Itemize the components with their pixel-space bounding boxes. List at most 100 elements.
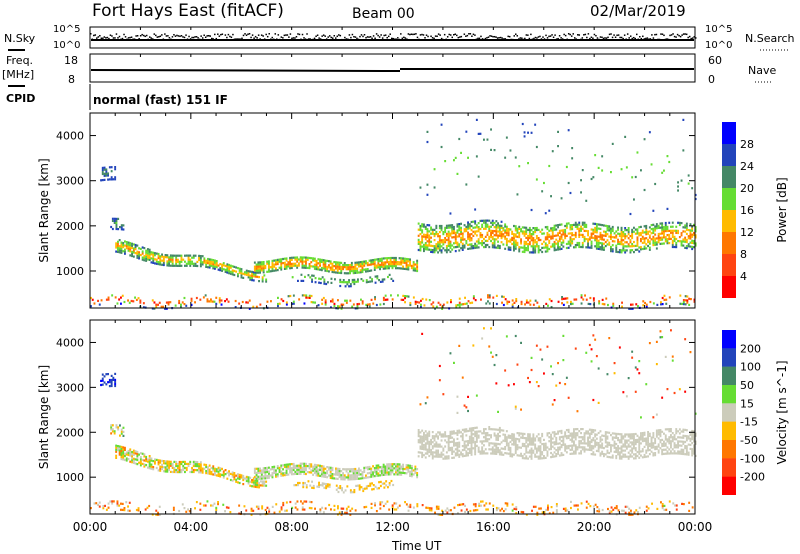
data-cell: [98, 303, 101, 306]
data-cell: [258, 280, 260, 283]
data-cell: [205, 472, 208, 475]
data-cell: [509, 440, 512, 443]
data-cell: [320, 469, 323, 472]
data-cell: [280, 466, 283, 469]
noise-point: [368, 36, 370, 38]
data-cell: [578, 446, 581, 449]
data-cell: [530, 447, 533, 450]
data-cell: [631, 249, 634, 252]
data-cell: [273, 469, 276, 472]
data-cell: [370, 298, 373, 301]
data-cell: [541, 246, 544, 249]
data-cell: [656, 303, 659, 306]
freq-series: [90, 69, 401, 72]
data-cell: [565, 246, 568, 250]
data-cell: [431, 457, 434, 460]
data-cell: [319, 277, 322, 281]
data-cell: [292, 262, 295, 265]
data-cell: [259, 265, 261, 268]
data-cell: [129, 246, 132, 249]
data-cell: [445, 224, 448, 227]
data-cell: [460, 228, 462, 231]
data-cell: [634, 248, 637, 251]
data-cell: [481, 235, 484, 239]
data-cell: [194, 460, 197, 464]
data-cell: [668, 436, 671, 439]
data-cell: [461, 453, 464, 456]
data-cell: [521, 250, 524, 253]
data-cell: [367, 280, 370, 283]
data-cell: [445, 226, 448, 229]
data-cell: [472, 441, 475, 444]
data-cell: [428, 440, 431, 443]
data-cell: [171, 470, 174, 474]
data-cell: [562, 229, 565, 232]
data-cell: [402, 298, 405, 301]
data-cell: [505, 244, 508, 247]
data-cell: [120, 247, 123, 250]
data-cell: [308, 296, 311, 299]
data-cell: [433, 232, 436, 236]
data-cell: [664, 452, 667, 455]
data-cell: [539, 449, 542, 452]
noise-point: [138, 38, 140, 40]
y-tick-label: 2000: [56, 220, 84, 233]
data-cell: [558, 448, 561, 451]
noise-point: [174, 35, 177, 37]
data-cell: [379, 280, 382, 283]
data-cell: [305, 468, 307, 472]
data-cell: [240, 274, 243, 277]
data-cell: [347, 478, 350, 481]
data-cell: [229, 272, 232, 275]
data-cell: [290, 471, 293, 474]
data-cell: [601, 446, 604, 449]
data-cell: [426, 230, 429, 233]
data-cell: [132, 451, 135, 454]
data-cell: [468, 429, 471, 432]
data-cell: [497, 442, 499, 446]
noise-point: [324, 35, 326, 37]
data-cell: [657, 237, 660, 240]
noise-point: [277, 34, 280, 36]
data-cell: [687, 174, 690, 177]
data-cell: [504, 452, 507, 455]
data-cell: [424, 436, 427, 439]
data-cell: [611, 432, 614, 435]
data-cell: [590, 177, 593, 181]
data-cell: [392, 483, 395, 487]
data-cell: [631, 176, 634, 179]
data-cell: [249, 484, 252, 487]
data-cell: [492, 296, 495, 299]
data-cell: [643, 231, 646, 234]
data-cell: [645, 439, 648, 442]
data-cell: [322, 296, 325, 300]
data-cell: [276, 465, 279, 468]
data-cell: [388, 261, 390, 264]
data-cell: [620, 234, 623, 238]
data-cell: [356, 267, 359, 270]
data-cell: [567, 240, 570, 243]
data-cell: [548, 235, 551, 238]
data-cell: [120, 251, 123, 254]
data-cell: [329, 268, 332, 271]
data-cell: [280, 474, 283, 477]
nave-tick-low: 0: [708, 73, 715, 86]
data-cell: [594, 245, 597, 248]
data-cell: [268, 476, 270, 479]
data-cell: [424, 244, 427, 247]
data-cell: [573, 298, 576, 301]
data-cell: [599, 454, 602, 457]
data-cell: [419, 226, 422, 230]
noise-point: [127, 37, 130, 39]
noise-point: [218, 35, 221, 37]
data-cell: [393, 263, 396, 266]
noise-point: [536, 37, 538, 39]
colorbar-segment: [722, 144, 736, 166]
data-cell: [294, 472, 297, 475]
cpid-label: CPID: [6, 92, 35, 105]
data-cell: [440, 224, 443, 228]
noise-tick-low: 10^0: [53, 40, 80, 51]
data-cell: [650, 224, 653, 227]
data-cell: [283, 263, 286, 266]
data-cell: [369, 280, 372, 283]
